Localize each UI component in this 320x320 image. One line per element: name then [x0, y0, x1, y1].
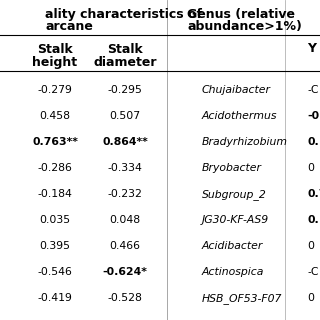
Text: Bryobacter: Bryobacter	[202, 163, 262, 173]
Text: arcane: arcane	[45, 20, 93, 33]
Text: Bradyrhizobium: Bradyrhizobium	[202, 137, 288, 147]
Text: -0.546: -0.546	[37, 267, 72, 277]
Text: -0.334: -0.334	[108, 163, 142, 173]
Text: 0.763**: 0.763**	[32, 137, 78, 147]
Text: 0.507: 0.507	[109, 111, 140, 121]
Text: diameter: diameter	[93, 56, 157, 69]
Text: Subgroup_2: Subgroup_2	[202, 189, 267, 200]
Text: 0.035: 0.035	[39, 215, 71, 225]
Text: Stalk: Stalk	[107, 43, 143, 56]
Text: 0.458: 0.458	[39, 111, 70, 121]
Text: Actinospica: Actinospica	[202, 267, 264, 277]
Text: 0.: 0.	[307, 137, 319, 147]
Text: Acidibacter: Acidibacter	[202, 241, 263, 251]
Text: height: height	[32, 56, 77, 69]
Text: -0.624*: -0.624*	[103, 267, 148, 277]
Text: Stalk: Stalk	[37, 43, 73, 56]
Text: 0.048: 0.048	[109, 215, 140, 225]
Text: 0: 0	[307, 241, 314, 251]
Text: -0.419: -0.419	[37, 293, 72, 303]
Text: 0.395: 0.395	[39, 241, 70, 251]
Text: 0.7: 0.7	[307, 189, 320, 199]
Text: Chujaibacter: Chujaibacter	[202, 85, 271, 95]
Text: ality characteristics of: ality characteristics of	[45, 8, 202, 21]
Text: HSB_OF53-F07: HSB_OF53-F07	[202, 293, 282, 304]
Text: -C: -C	[307, 267, 318, 277]
Text: -0.528: -0.528	[108, 293, 142, 303]
Text: -0.286: -0.286	[37, 163, 72, 173]
Text: JG30-KF-AS9: JG30-KF-AS9	[202, 215, 269, 225]
Text: 0.466: 0.466	[109, 241, 140, 251]
Text: Genus (relative: Genus (relative	[187, 8, 295, 21]
Text: 0.864**: 0.864**	[102, 137, 148, 147]
Text: 0: 0	[307, 293, 314, 303]
Text: abundance>1%): abundance>1%)	[187, 20, 302, 33]
Text: -0.295: -0.295	[108, 85, 142, 95]
Text: -0.232: -0.232	[108, 189, 142, 199]
Text: 0: 0	[307, 163, 314, 173]
Text: -0.184: -0.184	[37, 189, 72, 199]
Text: Y: Y	[307, 43, 316, 55]
Text: -0.279: -0.279	[37, 85, 72, 95]
Text: Acidothermus: Acidothermus	[202, 111, 277, 121]
Text: -0.: -0.	[307, 111, 320, 121]
Text: -C: -C	[307, 85, 318, 95]
Text: 0.: 0.	[307, 215, 319, 225]
